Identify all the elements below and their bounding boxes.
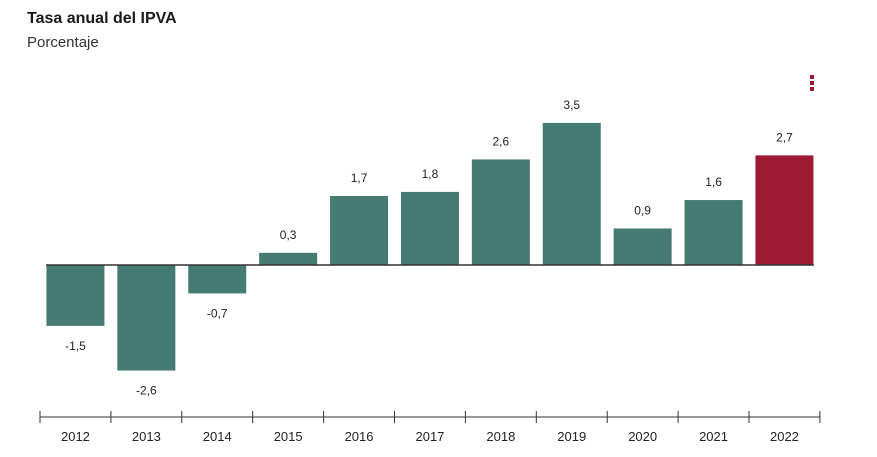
- x-tick-label-2019: 2019: [557, 429, 586, 444]
- data-label-2013: -2,6: [136, 384, 157, 398]
- menu-dot: [810, 81, 814, 85]
- bar-2018[interactable]: [471, 159, 530, 265]
- x-tick-label-2014: 2014: [203, 429, 232, 444]
- bar-2014[interactable]: [188, 265, 247, 294]
- bars-group: -1,5 -2,6 -0,7 0,3 1,7 1,8 2,6 3,5 0,9 1,6 2,7: [46, 98, 814, 398]
- bar-2012[interactable]: [46, 265, 105, 326]
- data-label-2015: 0,3: [280, 228, 297, 242]
- bar-2015[interactable]: [259, 252, 318, 265]
- bar-2013[interactable]: [117, 265, 176, 371]
- x-axis: 2012 2013 2014 2015 2016 2017 2018 2019 2020 2021…: [39, 411, 821, 444]
- data-label-2017: 1,8: [422, 167, 439, 181]
- data-label-2019: 3,5: [563, 98, 580, 112]
- bar-2021[interactable]: [684, 200, 743, 265]
- data-label-2022: 2,7: [776, 130, 793, 144]
- data-label-2012: -1,5: [65, 339, 86, 353]
- bar-2016[interactable]: [330, 195, 389, 265]
- bar-2017[interactable]: [400, 191, 459, 265]
- x-tick-label-2020: 2020: [628, 429, 657, 444]
- data-label-2021: 1,6: [705, 175, 722, 189]
- x-tick-label-2013: 2013: [132, 429, 161, 444]
- x-tick-label-2012: 2012: [61, 429, 90, 444]
- x-tick-label-2015: 2015: [274, 429, 303, 444]
- more-vertical-icon[interactable]: [807, 75, 817, 95]
- menu-dot: [810, 75, 814, 79]
- bar-2022[interactable]: [755, 155, 814, 265]
- chart-subtitle: Porcentaje: [27, 34, 99, 51]
- bar-2020[interactable]: [613, 228, 672, 265]
- x-tick-label-2017: 2017: [415, 429, 444, 444]
- data-label-2020: 0,9: [634, 203, 651, 217]
- x-tick-label-2022: 2022: [770, 429, 799, 444]
- chart-title: Tasa anual del IPVA: [27, 10, 177, 27]
- menu-dot: [810, 87, 814, 91]
- data-label-2014: -0,7: [207, 306, 228, 320]
- data-label-2016: 1,7: [351, 171, 368, 185]
- x-tick-label-2018: 2018: [486, 429, 515, 444]
- bar-2019[interactable]: [542, 122, 601, 266]
- x-tick-label-2021: 2021: [699, 429, 728, 444]
- data-label-2018: 2,6: [493, 134, 510, 148]
- x-tick-label-2016: 2016: [345, 429, 374, 444]
